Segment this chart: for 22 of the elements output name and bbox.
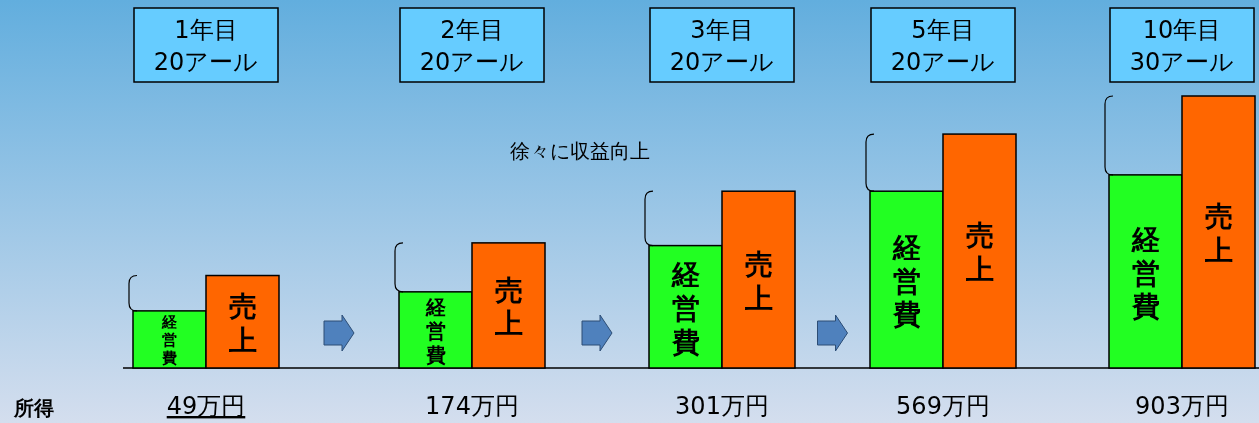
- legend-label: 経営費: [670, 258, 700, 359]
- series-label: 売上: [227, 290, 257, 357]
- x-tick-label: 10年目 30アール: [1129, 16, 1235, 76]
- text: 903万円: [1135, 392, 1229, 420]
- text: 売上: [1204, 200, 1233, 267]
- x-tick-label: 3年目 20アール: [669, 16, 775, 76]
- x-tick-label: 2年目 20アール: [419, 16, 525, 76]
- text: 経営費: [1131, 223, 1160, 324]
- text: 経営費: [162, 313, 177, 368]
- annotation: 徐々に収益向上: [510, 139, 650, 163]
- text: 売上: [744, 248, 773, 315]
- text: 所得: [13, 396, 54, 420]
- x-tick-label: 5年目 20アール: [890, 16, 996, 76]
- text: 売上: [965, 219, 994, 287]
- text: 569万円: [896, 392, 990, 420]
- text: 経営費: [425, 294, 446, 367]
- text: 売上: [494, 273, 523, 341]
- text: 経営費: [892, 231, 921, 332]
- text: 301万円: [675, 392, 769, 420]
- text: 174万円: [425, 392, 519, 420]
- x-tick-label: 1年目 20アール: [153, 16, 259, 76]
- text: 49万円: [166, 392, 246, 420]
